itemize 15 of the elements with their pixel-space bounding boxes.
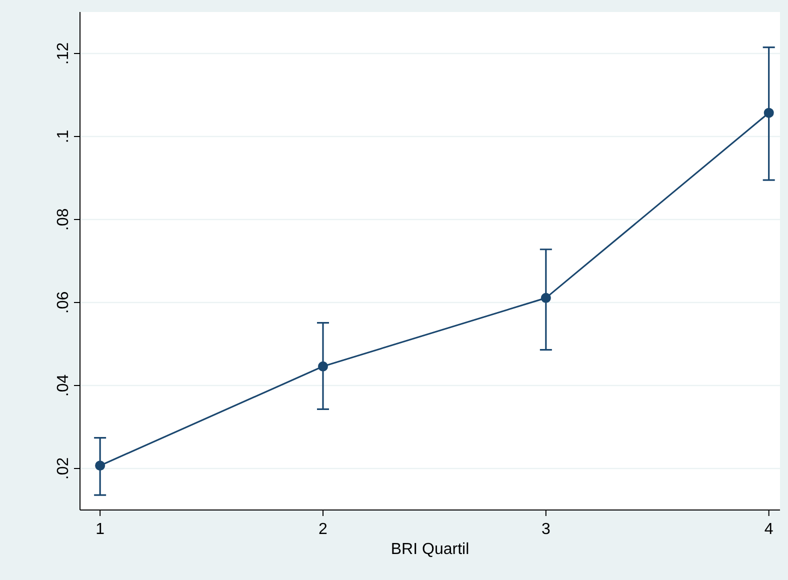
point <box>95 460 106 471</box>
point <box>318 361 328 372</box>
x-tick-label: 2 <box>318 521 328 538</box>
x-tick-label: 4 <box>764 521 774 538</box>
x-axis-title: BRI Quartil <box>390 541 470 558</box>
y-tick-label: .02 <box>55 457 72 480</box>
point <box>540 292 551 303</box>
y-tick-label: .06 <box>55 291 72 314</box>
x-tick-label: 1 <box>96 521 105 538</box>
y-tick-label: .1 <box>55 130 72 144</box>
y-tick-label: .08 <box>55 208 72 231</box>
x-tick-label: 3 <box>541 521 550 538</box>
y-tick-label: .12 <box>55 42 72 65</box>
point <box>764 108 774 118</box>
y-tick-label: .04 <box>55 374 72 397</box>
